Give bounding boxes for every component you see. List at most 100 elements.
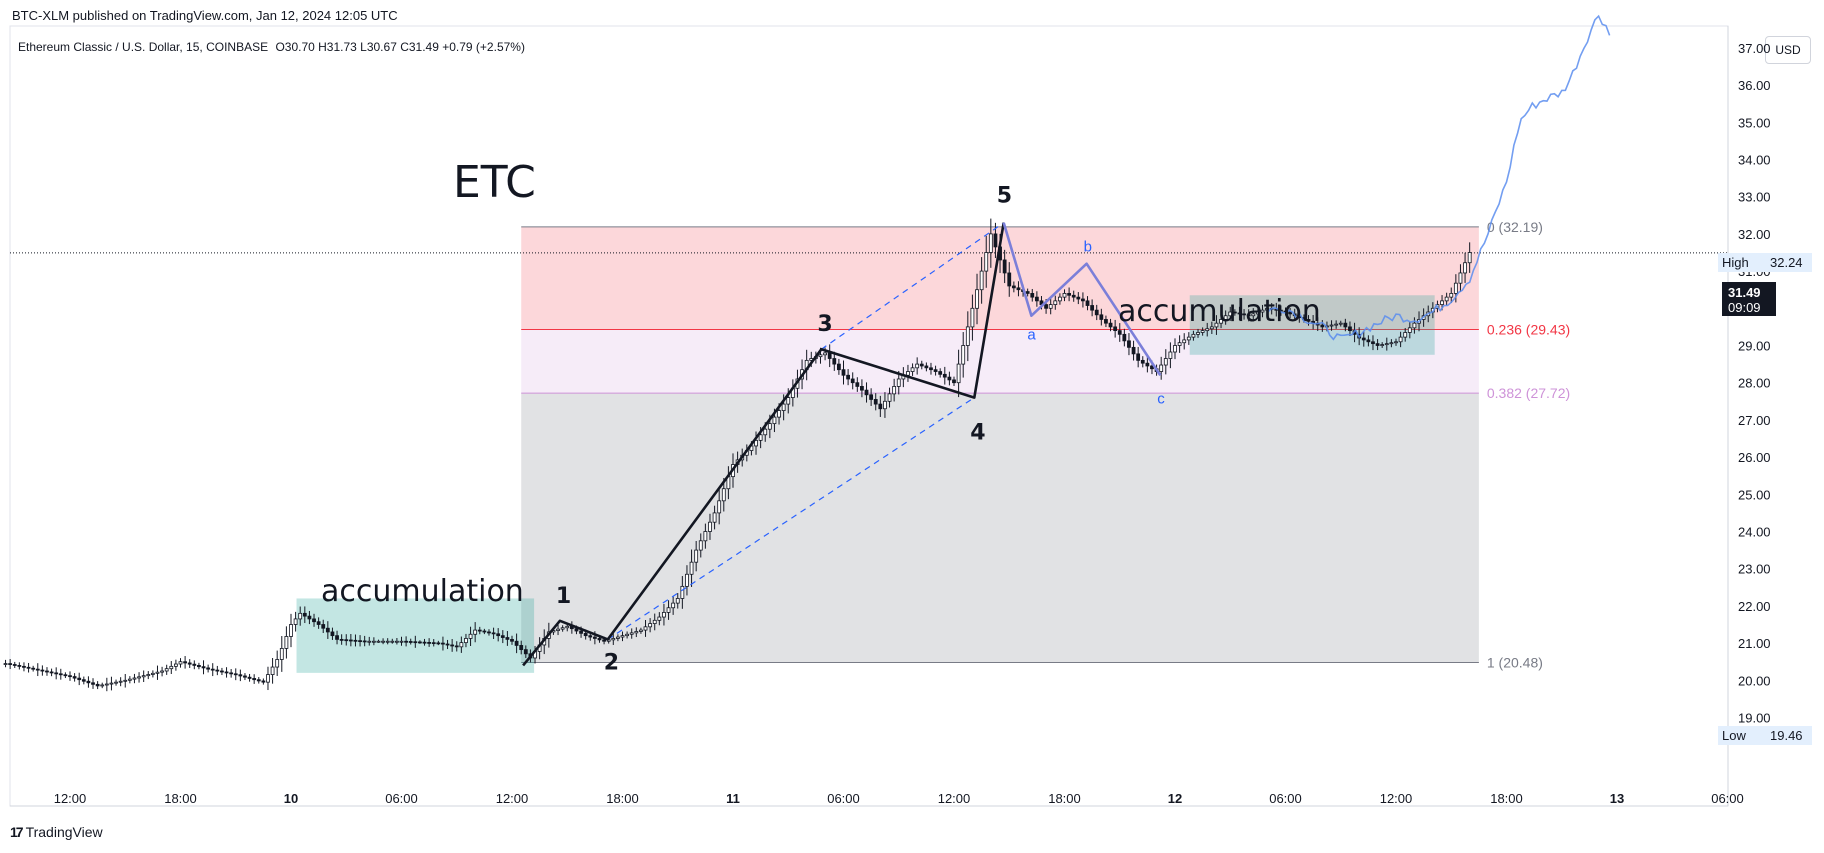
candle-body bbox=[1371, 341, 1375, 345]
x-tick-label: 12:00 bbox=[938, 791, 971, 806]
candle-body bbox=[261, 680, 266, 683]
candle-body bbox=[1444, 296, 1449, 302]
candle-body bbox=[818, 354, 823, 358]
candle-body bbox=[892, 386, 897, 395]
candle-body bbox=[887, 393, 892, 402]
candle-body bbox=[1394, 341, 1398, 344]
tradingview-branding: 17 TradingView bbox=[10, 824, 103, 840]
candle-body bbox=[358, 640, 362, 643]
x-tick-label: 06:00 bbox=[1269, 791, 1302, 806]
candle-body bbox=[896, 378, 901, 387]
candle-body bbox=[385, 640, 390, 643]
candle-body bbox=[146, 674, 151, 677]
candle-body bbox=[233, 673, 238, 676]
candle-body bbox=[860, 386, 864, 391]
candle-body bbox=[1260, 309, 1265, 313]
candle-body bbox=[956, 363, 961, 384]
candle-body bbox=[1048, 304, 1053, 309]
candle-body bbox=[1196, 332, 1200, 335]
fib-zone-0382-1 bbox=[521, 393, 1479, 663]
brand-name: TradingView bbox=[25, 824, 103, 840]
candle-body bbox=[8, 663, 13, 665]
candle-body bbox=[662, 612, 666, 618]
candle-body bbox=[510, 638, 514, 642]
candle-body bbox=[206, 667, 211, 670]
candle-body bbox=[1067, 293, 1072, 296]
candle-body bbox=[712, 512, 717, 523]
candle-body bbox=[666, 607, 671, 613]
candle-body bbox=[588, 635, 593, 638]
candle-body bbox=[1011, 285, 1016, 289]
fib-zone-0236-0382 bbox=[521, 329, 1479, 394]
candle-body bbox=[850, 378, 855, 384]
candle-body bbox=[1131, 346, 1136, 355]
candle-body bbox=[1173, 345, 1177, 353]
candle-body bbox=[1076, 296, 1081, 300]
wave-label-5: 5 bbox=[997, 184, 1012, 209]
candle-body bbox=[464, 638, 468, 644]
candle-body bbox=[473, 629, 478, 635]
candle-body bbox=[625, 633, 630, 637]
candle-body bbox=[1071, 294, 1076, 298]
candle-body bbox=[1002, 259, 1007, 274]
fib-label-2: 0.382 (27.72) bbox=[1487, 385, 1570, 401]
y-tick-label: 23.00 bbox=[1738, 562, 1771, 577]
candle-body bbox=[252, 678, 257, 681]
candle-body bbox=[1228, 311, 1233, 317]
tradingview-logo-icon: 17 bbox=[10, 824, 24, 840]
high-label-box bbox=[1718, 253, 1812, 272]
candle-body bbox=[910, 367, 915, 372]
low-label-box bbox=[1718, 726, 1812, 745]
x-tick-label: 18:00 bbox=[606, 791, 639, 806]
y-tick-label: 19.00 bbox=[1738, 711, 1771, 726]
candle-body bbox=[348, 639, 353, 642]
candle-body bbox=[1113, 326, 1118, 332]
candle-body bbox=[1140, 359, 1145, 364]
candle-body bbox=[399, 640, 404, 643]
fib-label-1: 0.236 (29.43) bbox=[1487, 322, 1570, 338]
candle-body bbox=[418, 641, 422, 644]
candle-body bbox=[1251, 313, 1256, 317]
candle-body bbox=[362, 640, 367, 643]
y-tick-label: 29.00 bbox=[1738, 339, 1771, 354]
candle-body bbox=[1062, 293, 1067, 298]
candle-body bbox=[919, 363, 924, 367]
candle-body bbox=[31, 667, 36, 670]
y-tick-label: 24.00 bbox=[1738, 525, 1771, 540]
candle-body bbox=[1200, 330, 1205, 333]
y-tick-label: 32.00 bbox=[1738, 227, 1771, 242]
candle-body bbox=[335, 635, 339, 640]
candle-body bbox=[86, 680, 91, 684]
candle-body bbox=[321, 624, 326, 629]
candle-body bbox=[224, 671, 229, 674]
candle-body bbox=[1127, 340, 1131, 348]
candle-body bbox=[1136, 353, 1141, 361]
candle-body bbox=[427, 642, 432, 644]
candle-body bbox=[293, 618, 298, 625]
candle-body bbox=[1016, 287, 1021, 291]
candle-body bbox=[694, 549, 699, 563]
y-tick-label: 22.00 bbox=[1738, 599, 1771, 614]
candle-body bbox=[160, 670, 164, 673]
accumulation-label-2: accumulation bbox=[1118, 294, 1321, 329]
candle-body bbox=[698, 540, 703, 551]
candle-body bbox=[915, 363, 920, 369]
y-tick-label: 20.00 bbox=[1738, 673, 1771, 688]
candle-body bbox=[634, 631, 639, 634]
currency-button[interactable]: USD bbox=[1765, 36, 1811, 64]
candle-body bbox=[767, 423, 772, 430]
candle-body bbox=[519, 645, 524, 651]
x-tick-label: 12 bbox=[1168, 791, 1182, 806]
candle-body bbox=[1163, 358, 1168, 366]
candle-body bbox=[1025, 291, 1030, 294]
candle-body bbox=[1085, 300, 1090, 306]
candle-body bbox=[45, 670, 49, 673]
candle-body bbox=[574, 628, 579, 632]
candle-body bbox=[1288, 311, 1293, 315]
candle-body bbox=[155, 671, 160, 674]
candle-body bbox=[284, 636, 289, 649]
candle-body bbox=[629, 632, 634, 635]
candle-body bbox=[390, 640, 395, 643]
